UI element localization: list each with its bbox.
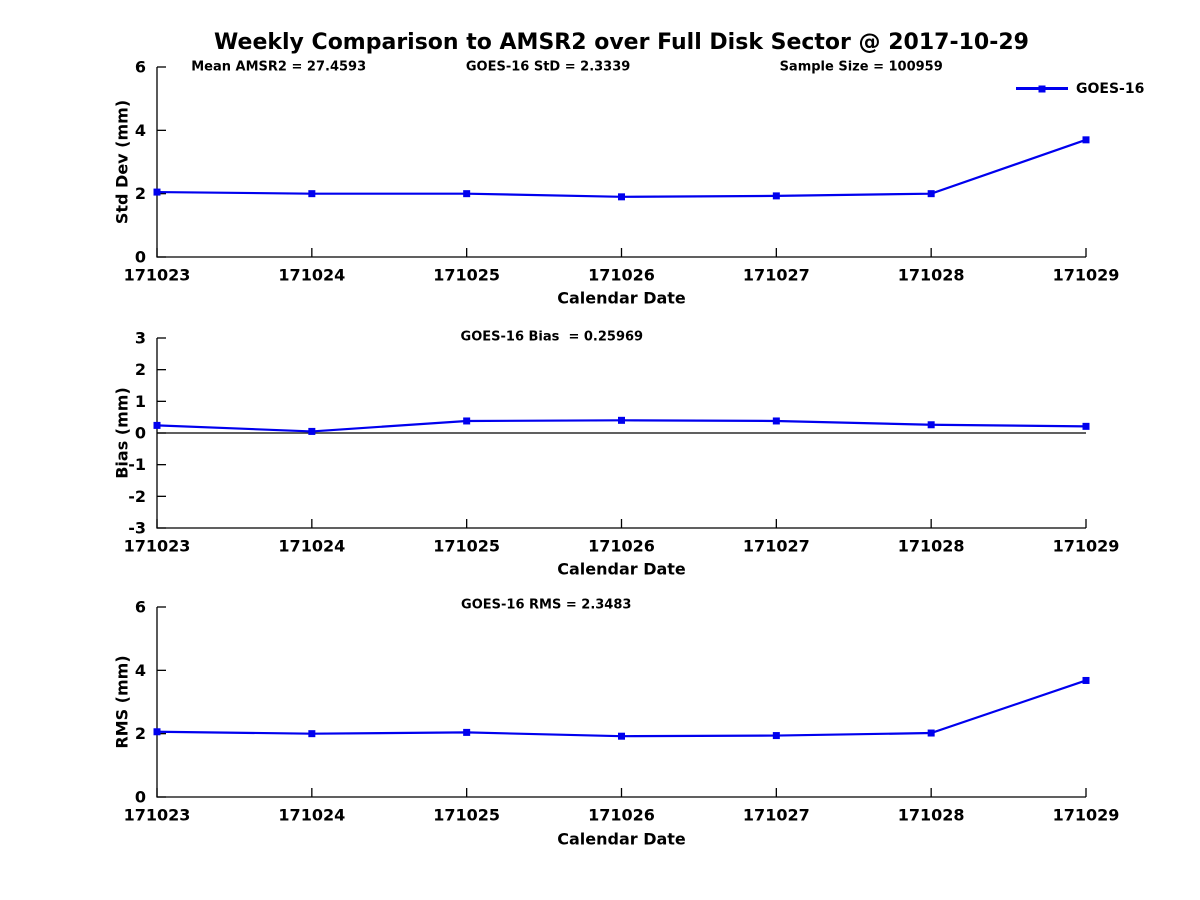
y-tick-label: 1 [135, 392, 146, 411]
std-dev-data-line [156, 138, 1087, 198]
data-point-marker [927, 421, 935, 429]
x-axis-label: Calendar Date [557, 560, 686, 579]
data-point-marker [618, 416, 625, 424]
data-point-marker [463, 190, 471, 198]
x-tick-label: 171023 [124, 537, 191, 556]
y-tick-label: 4 [135, 121, 146, 140]
x-tick-label: 171023 [124, 806, 191, 825]
x-axis-label: Calendar Date [557, 830, 686, 849]
data-point-marker [618, 732, 625, 740]
y-tick-label: 3 [135, 329, 146, 348]
legend-square-marker-icon [1038, 85, 1046, 92]
y-axis-label: Std Dev (mm) [113, 100, 132, 224]
x-tick-label: 171024 [278, 266, 345, 285]
x-tick-label: 171027 [743, 537, 810, 556]
data-point-marker [463, 417, 471, 425]
x-tick-label: 171028 [898, 266, 965, 285]
x-tick-label: 171025 [433, 266, 500, 285]
y-tick-label: 6 [135, 58, 146, 77]
y-tick-label: -3 [128, 519, 146, 538]
data-point-marker [1082, 676, 1090, 684]
annotation-text: GOES-16 Bias = 0.25969 [461, 330, 644, 345]
data-point-marker [618, 193, 625, 201]
std-dev-subplot: 0 2 4 6 171023 171024 171025 171026 171027 171028… [113, 58, 1120, 308]
y-tick-label: 2 [135, 360, 146, 379]
x-tick-label: 171029 [1053, 537, 1120, 556]
x-tick-label: 171029 [1053, 806, 1120, 825]
x-tick-label: 171027 [743, 806, 810, 825]
annotation-text: Mean AMSR2 = 27.4593 [191, 60, 366, 75]
legend-line-sample [1016, 85, 1068, 92]
y-tick-label: 2 [135, 184, 146, 203]
x-tick-label: 171024 [278, 537, 345, 556]
data-point-marker [927, 729, 935, 737]
x-tick-label: 171027 [743, 266, 810, 285]
y-tick-label: 0 [135, 248, 146, 267]
x-tick-label: 171025 [433, 806, 500, 825]
data-point-marker [772, 732, 780, 740]
data-point-marker [153, 421, 161, 429]
data-point-marker [463, 728, 471, 736]
data-point-marker [1082, 422, 1090, 430]
x-tick-label: 171029 [1053, 266, 1120, 285]
x-tick-label: 171028 [898, 537, 965, 556]
rms-subplot: 0 2 4 6 171023 171024 171025 171026 171027 171028… [113, 598, 1120, 849]
annotation-text: GOES-16 StD = 2.3339 [466, 60, 630, 75]
data-point-marker [153, 728, 161, 736]
data-point-marker [927, 190, 935, 198]
data-point-marker [308, 730, 316, 738]
annotation-text: Sample Size = 100959 [780, 60, 943, 75]
x-axis-label: Calendar Date [557, 289, 686, 308]
x-tick-label: 171024 [278, 806, 345, 825]
x-tick-label: 171028 [898, 806, 965, 825]
data-point-marker [308, 190, 316, 198]
legend: GOES-16 [1016, 80, 1145, 97]
legend-label: GOES-16 [1076, 80, 1145, 97]
rms-data-line [156, 679, 1087, 738]
x-tick-label: 171026 [588, 537, 655, 556]
x-tick-label: 171026 [588, 266, 655, 285]
data-point-marker [1082, 136, 1090, 144]
data-point-marker [153, 188, 161, 196]
y-tick-label: -2 [128, 487, 146, 506]
y-tick-label: 2 [135, 724, 146, 743]
x-tick-label: 171026 [588, 806, 655, 825]
bias-subplot: -3 -2 -1 0 1 2 3 171023 171024 171025 171026 171027… [113, 329, 1120, 579]
figure-title: Weekly Comparison to AMSR2 over Full Dis… [214, 30, 1029, 55]
std-dev-axis-spines [156, 67, 1086, 258]
y-axis-label: RMS (mm) [113, 655, 132, 748]
y-tick-label: 0 [135, 788, 146, 807]
y-tick-label: -1 [128, 455, 146, 474]
y-tick-label: 0 [135, 424, 146, 443]
y-axis-label: Bias (mm) [113, 387, 132, 479]
y-tick-label: 4 [135, 661, 146, 680]
data-point-marker [772, 417, 780, 425]
x-tick-label: 171025 [433, 537, 500, 556]
x-tick-label: 171023 [124, 266, 191, 285]
annotation-text: GOES-16 RMS = 2.3483 [461, 598, 631, 613]
data-point-marker [772, 192, 780, 200]
data-point-marker [308, 427, 316, 435]
rms-axis-spines [156, 607, 1086, 798]
y-tick-label: 6 [135, 598, 146, 617]
